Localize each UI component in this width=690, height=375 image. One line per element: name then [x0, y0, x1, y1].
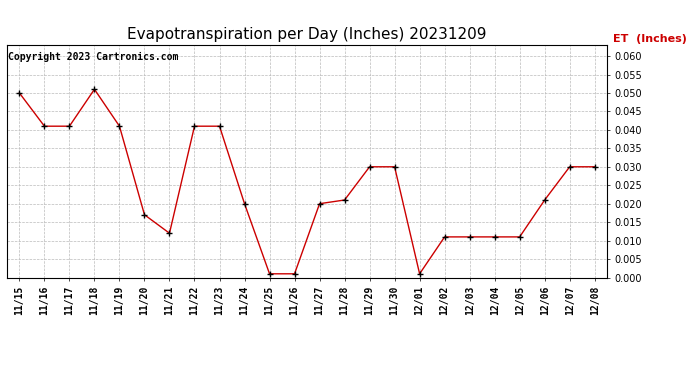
Title: Evapotranspiration per Day (Inches) 20231209: Evapotranspiration per Day (Inches) 2023… — [127, 27, 487, 42]
Text: ET  (Inches): ET (Inches) — [613, 34, 687, 44]
Text: Copyright 2023 Cartronics.com: Copyright 2023 Cartronics.com — [8, 52, 179, 62]
